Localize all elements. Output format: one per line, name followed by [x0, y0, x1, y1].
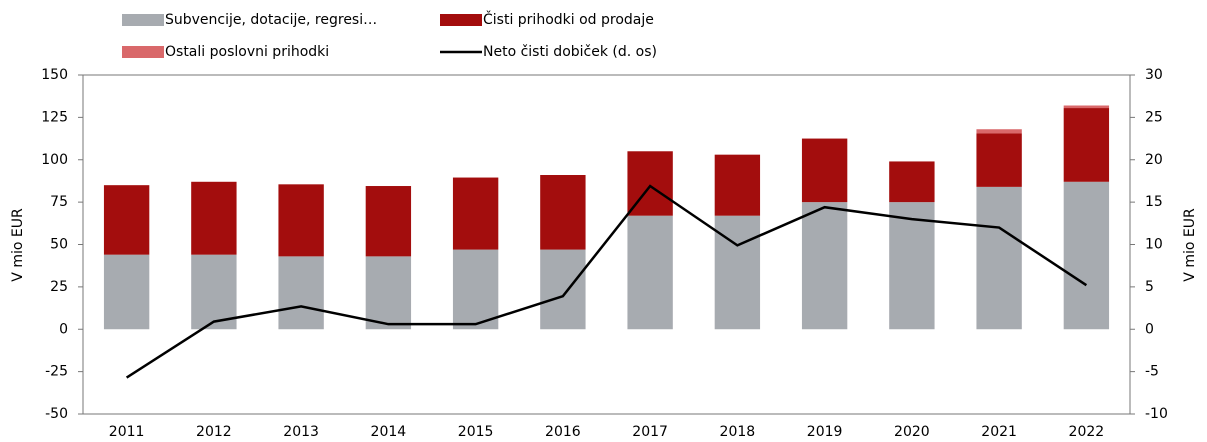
y-tick-label: 0 — [59, 321, 68, 337]
legend-label: Subvencije, dotacije, regresi… — [165, 12, 377, 28]
bar-segment — [976, 186, 1022, 330]
bar-segment — [452, 177, 499, 250]
plot-border — [82, 74, 1131, 415]
legend-label: Čisti prihodki od prodaje — [483, 10, 654, 28]
bar-segment — [191, 254, 237, 330]
bar-segment — [278, 256, 324, 330]
bar-segment — [278, 184, 324, 257]
y2-tick-label: 15 — [1145, 194, 1163, 210]
y-tick-label: 25 — [50, 279, 68, 295]
bar-segment — [365, 256, 412, 330]
y-tick-label: 100 — [41, 152, 68, 168]
y-tick-label: 150 — [41, 67, 68, 83]
bar-segment — [103, 254, 150, 330]
x-tick-label: 2015 — [458, 424, 494, 440]
y-tick-label: -25 — [45, 364, 68, 380]
y2-axis-title: V mio EUR — [1182, 208, 1198, 282]
bar-segment — [540, 175, 586, 250]
y2-tick-label: 30 — [1145, 67, 1163, 83]
bar-segment — [714, 154, 761, 216]
y-tick-label: -50 — [45, 406, 68, 422]
bar-segment — [365, 186, 412, 257]
x-tick-label: 2012 — [196, 424, 232, 440]
x-tick-label: 2016 — [545, 424, 581, 440]
y2-tick-label: 10 — [1145, 237, 1163, 253]
x-tick-label: 2017 — [632, 424, 668, 440]
bar-segment — [627, 215, 673, 330]
x-tick-label: 2014 — [371, 424, 407, 440]
y2-tick-label: -10 — [1145, 406, 1168, 422]
y2-tick-label: 5 — [1145, 279, 1154, 295]
line-series — [125, 184, 1088, 379]
bar-segment — [540, 249, 586, 330]
bar-segment — [191, 181, 237, 255]
y2-tick-label: 20 — [1145, 152, 1163, 168]
x-tick-label: 2020 — [894, 424, 930, 440]
bar-segment — [452, 249, 499, 330]
y-tick-label: 75 — [50, 194, 68, 210]
x-tick-label: 2013 — [283, 424, 319, 440]
legend-label: Ostali poslovni prihodki — [165, 44, 329, 60]
bar-segment — [801, 138, 848, 203]
y-tick-label: 50 — [50, 237, 68, 253]
y2-tick-label: -5 — [1145, 364, 1159, 380]
legend-label: Neto čisti dobiček (d. os) — [483, 44, 657, 60]
y-axis-title: V mio EUR — [10, 208, 26, 282]
bar-segment — [976, 129, 1022, 134]
bar-segment — [889, 161, 935, 203]
y-tick-label: 125 — [41, 109, 68, 125]
y2-tick-label: 0 — [1145, 321, 1154, 337]
bar-segment — [103, 185, 150, 255]
bar-segment — [1063, 105, 1110, 109]
legend-swatch — [122, 14, 164, 26]
legend-swatch — [122, 46, 164, 58]
bar-segment — [976, 133, 1022, 187]
bar-segment — [714, 215, 761, 330]
bar-segment — [889, 202, 935, 330]
bar-segment — [801, 202, 848, 330]
x-tick-label: 2021 — [981, 424, 1017, 440]
bar-segment — [1063, 181, 1110, 330]
x-tick-label: 2019 — [807, 424, 843, 440]
x-tick-label: 2018 — [720, 424, 756, 440]
bar-segment — [1063, 108, 1110, 182]
x-tick-label: 2022 — [1069, 424, 1105, 440]
legend-swatch — [440, 14, 482, 26]
x-tick-label: 2011 — [109, 424, 145, 440]
y2-tick-label: 25 — [1145, 109, 1163, 125]
